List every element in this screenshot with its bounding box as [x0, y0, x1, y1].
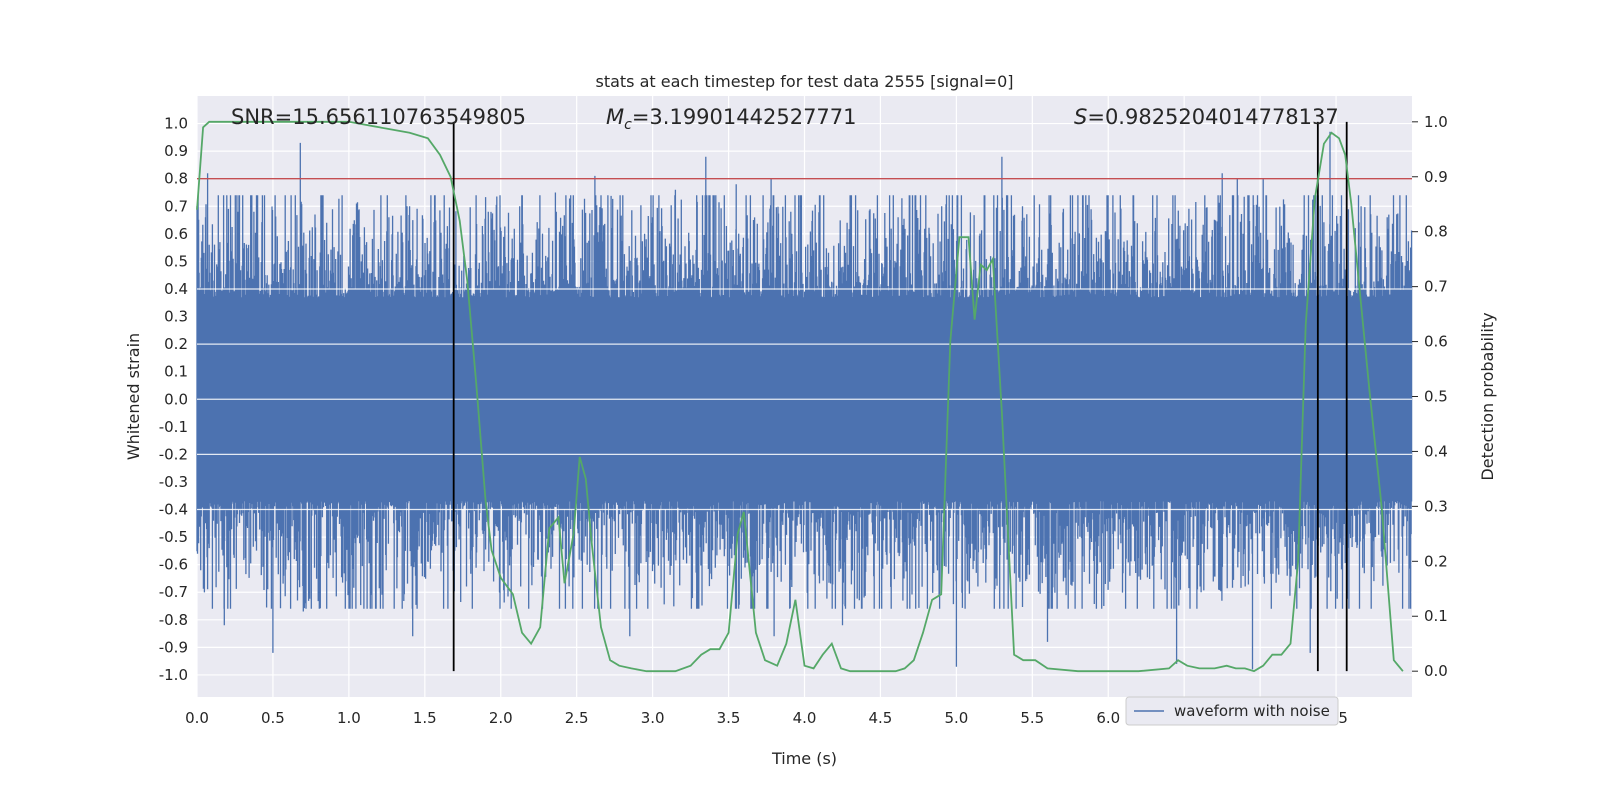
left-y-tick-label: -0.6 — [159, 556, 188, 574]
left-y-tick-label: 1.0 — [164, 115, 188, 133]
x-tick-label: 2.0 — [489, 709, 513, 727]
right-y-tick-label: 0.4 — [1424, 442, 1448, 460]
probability-line — [196, 120, 1404, 673]
right-y-tick-labels: 1.0 0.9 0.8 0.7 0.6 0.5 0.4 0.3 0.2 0.1 0.0 — [1412, 113, 1448, 680]
x-axis-label: Time (s) — [771, 749, 837, 768]
x-tick-label: 5.5 — [1020, 709, 1044, 727]
left-y-tick-label: 0.3 — [164, 308, 188, 326]
x-tick-label: 4.0 — [793, 709, 817, 727]
left-y-tick-label: -1.0 — [159, 666, 188, 684]
left-y-tick-label: -0.4 — [159, 501, 188, 519]
x-tick-label: 1.5 — [413, 709, 437, 727]
right-y-tick-label: 0.0 — [1424, 662, 1448, 680]
chirp-mass-annotation: Mc=3.19901442527771 — [606, 105, 857, 133]
right-y-tick-label: 0.1 — [1424, 607, 1448, 625]
right-y-axis-label: Detection probability — [1478, 312, 1497, 480]
left-y-tick-label: -0.7 — [159, 583, 188, 601]
chart-title: stats at each timestep for test data 255… — [595, 72, 1013, 91]
x-tick-label: 5.0 — [944, 709, 968, 727]
left-y-tick-label: -0.8 — [159, 611, 188, 629]
chirp-mass-symbol: M — [606, 105, 624, 129]
left-y-axis-label: Whitened strain — [124, 333, 143, 460]
legend-box — [1125, 696, 1339, 726]
left-y-tick-label: -0.9 — [159, 638, 188, 656]
right-y-tick-label: 0.5 — [1424, 388, 1448, 406]
left-y-tick-label: 0.4 — [164, 280, 188, 298]
right-y-tick-label: 0.7 — [1424, 278, 1448, 296]
left-y-tick-label: 0.1 — [164, 363, 188, 381]
vertical-markers — [452, 121, 1348, 672]
right-y-tick-label: 0.8 — [1424, 223, 1448, 241]
right-y-tick-label: 0.9 — [1424, 168, 1448, 186]
probability-series — [196, 120, 1404, 673]
left-y-tick-label: 0.7 — [164, 197, 188, 215]
x-tick-label: 1.0 — [337, 709, 361, 727]
left-y-tick-label: 0.6 — [164, 225, 188, 243]
legend-label: waveform with noise — [1174, 702, 1330, 720]
legend: waveform with noise — [1125, 696, 1339, 726]
right-y-tick-label: 1.0 — [1424, 113, 1448, 131]
left-y-tick-label: 0.2 — [164, 335, 188, 353]
snr-annotation: SNR=15.656110763549805 — [231, 105, 526, 129]
left-y-tick-label: 0.5 — [164, 252, 188, 270]
left-y-tick-label: -0.3 — [159, 473, 188, 491]
x-tick-label: 6.0 — [1096, 709, 1120, 727]
x-tick-label: 4.5 — [869, 709, 893, 727]
left-y-tick-label: -0.1 — [159, 418, 188, 436]
strain-series — [196, 131, 1413, 670]
left-y-tick-label: -0.2 — [159, 445, 188, 463]
left-y-tick-label: 0.0 — [164, 390, 188, 408]
x-tick-label: 2.5 — [565, 709, 589, 727]
x-tick-label: 3.5 — [717, 709, 741, 727]
right-y-tick-label: 0.2 — [1424, 552, 1448, 570]
score-annotation: S=0.9825204014778137 — [1074, 105, 1339, 129]
x-tick-label: 3.0 — [641, 709, 665, 727]
right-y-tick-label: 0.6 — [1424, 333, 1448, 351]
right-y-tick-label: 0.3 — [1424, 497, 1448, 515]
chirp-mass-value: =3.19901442527771 — [632, 105, 857, 129]
left-y-tick-labels: 1.0 0.9 0.8 0.7 0.6 0.5 0.4 0.3 0.2 0.1 0.0 -0.1 -0.… — [159, 115, 188, 684]
left-y-tick-label: 0.9 — [164, 142, 188, 160]
chirp-mass-subscript: c — [624, 117, 632, 133]
x-tick-label: 0.5 — [261, 709, 285, 727]
left-y-tick-label: -0.5 — [159, 528, 188, 546]
score-symbol: S — [1074, 105, 1087, 129]
score-value: =0.9825204014778137 — [1087, 105, 1338, 129]
x-tick-label: 0.0 — [185, 709, 209, 727]
left-y-tick-label: 0.8 — [164, 170, 188, 188]
